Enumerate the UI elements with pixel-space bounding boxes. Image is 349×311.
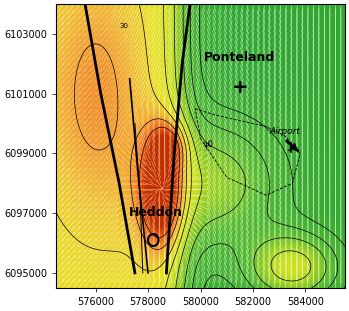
Text: Heddon: Heddon [129,206,183,219]
Text: 30: 30 [120,23,129,29]
Text: Ponteland: Ponteland [204,51,275,64]
Text: +: + [232,78,248,97]
Text: ψ0: ψ0 [203,140,213,149]
Text: Airport: Airport [269,127,300,136]
